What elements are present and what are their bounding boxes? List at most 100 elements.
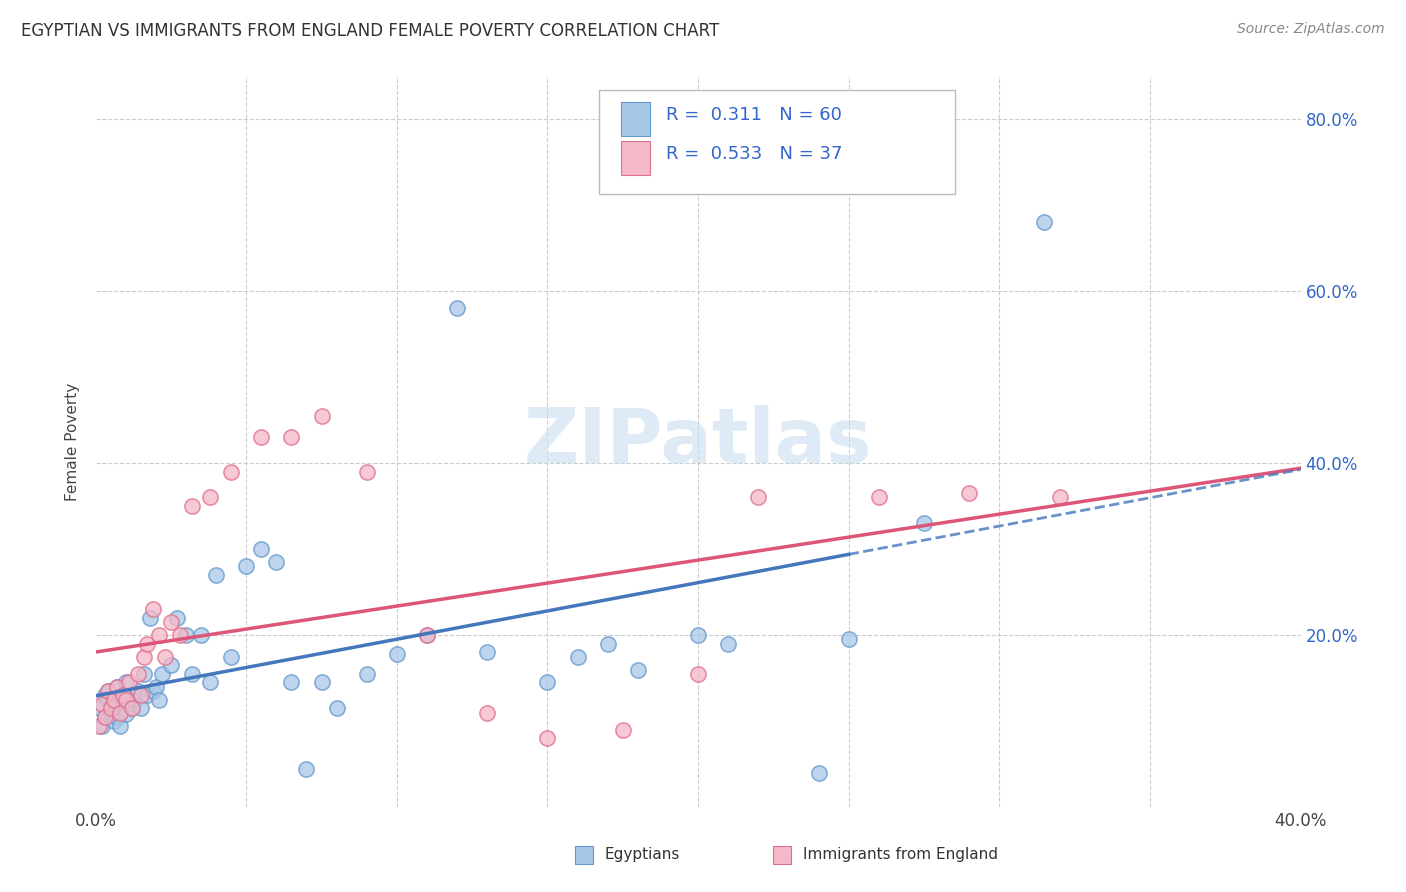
- Point: [111, 701, 134, 715]
- Point: [105, 710, 128, 724]
- Point: [150, 666, 173, 681]
- Point: [90, 697, 112, 711]
- Point: [477, 706, 499, 720]
- Point: [250, 542, 273, 557]
- Point: [114, 707, 136, 722]
- Point: [97, 692, 120, 706]
- Point: [127, 666, 149, 681]
- Point: [957, 486, 980, 500]
- Point: [166, 611, 188, 625]
- Point: [108, 692, 131, 706]
- Point: [311, 675, 333, 690]
- Point: [114, 675, 136, 690]
- Point: [148, 628, 170, 642]
- Point: [250, 430, 273, 444]
- Point: [446, 301, 468, 315]
- Point: [686, 628, 709, 642]
- Point: [190, 628, 212, 642]
- Point: [129, 701, 152, 715]
- Point: [105, 680, 128, 694]
- Point: [142, 602, 165, 616]
- Point: [121, 701, 143, 715]
- Point: [103, 692, 125, 706]
- Point: [93, 710, 115, 724]
- Text: Source: ZipAtlas.com: Source: ZipAtlas.com: [1237, 22, 1385, 37]
- Point: [87, 701, 110, 715]
- Text: ZIPatlas: ZIPatlas: [524, 405, 872, 478]
- Y-axis label: Female Poverty: Female Poverty: [65, 383, 80, 500]
- Point: [686, 666, 709, 681]
- Point: [219, 465, 242, 479]
- Point: [160, 615, 183, 630]
- Point: [235, 559, 257, 574]
- Text: EGYPTIAN VS IMMIGRANTS FROM ENGLAND FEMALE POVERTY CORRELATION CHART: EGYPTIAN VS IMMIGRANTS FROM ENGLAND FEMA…: [21, 22, 720, 40]
- Point: [205, 568, 228, 582]
- Point: [181, 499, 204, 513]
- Point: [103, 714, 125, 729]
- Point: [132, 666, 155, 681]
- Point: [536, 731, 558, 746]
- Point: [111, 689, 134, 703]
- Point: [416, 628, 439, 642]
- Point: [108, 718, 131, 732]
- Point: [132, 649, 155, 664]
- Point: [1033, 215, 1056, 229]
- Point: [536, 675, 558, 690]
- Point: [266, 555, 288, 569]
- Point: [198, 675, 221, 690]
- Point: [1049, 491, 1071, 505]
- Point: [912, 516, 935, 531]
- Point: [148, 692, 170, 706]
- Point: [295, 762, 318, 776]
- Point: [129, 689, 152, 703]
- Point: [325, 701, 347, 715]
- Point: [747, 491, 769, 505]
- Point: [174, 628, 197, 642]
- Point: [169, 628, 191, 642]
- Point: [838, 632, 860, 647]
- Point: [477, 645, 499, 659]
- Point: [97, 684, 120, 698]
- Point: [87, 718, 110, 732]
- Point: [868, 491, 890, 505]
- Point: [100, 706, 122, 720]
- Point: [114, 692, 136, 706]
- Point: [108, 706, 131, 720]
- Text: R =  0.311   N = 60: R = 0.311 N = 60: [666, 106, 842, 124]
- Point: [103, 701, 125, 715]
- Point: [142, 684, 165, 698]
- Point: [90, 718, 112, 732]
- Point: [356, 666, 378, 681]
- Point: [100, 697, 122, 711]
- Point: [124, 692, 146, 706]
- Point: [567, 649, 589, 664]
- Point: [219, 649, 242, 664]
- Point: [121, 701, 143, 715]
- Point: [100, 701, 122, 715]
- Point: [93, 710, 115, 724]
- Text: R =  0.533   N = 37: R = 0.533 N = 37: [666, 145, 844, 163]
- Point: [807, 765, 830, 780]
- Point: [105, 680, 128, 694]
- Point: [181, 666, 204, 681]
- Point: [1305, 856, 1327, 871]
- Point: [153, 649, 176, 664]
- Point: [127, 684, 149, 698]
- Point: [280, 430, 302, 444]
- Point: [280, 675, 302, 690]
- Point: [111, 689, 134, 703]
- Point: [416, 628, 439, 642]
- Point: [139, 611, 162, 625]
- Point: [198, 491, 221, 505]
- Text: Egyptians: Egyptians: [605, 847, 679, 863]
- Point: [356, 465, 378, 479]
- Point: [97, 684, 120, 698]
- Point: [135, 689, 157, 703]
- Point: [160, 658, 183, 673]
- Point: [311, 409, 333, 423]
- Point: [717, 637, 740, 651]
- Point: [627, 663, 650, 677]
- Point: [135, 637, 157, 651]
- Text: Immigrants from England: Immigrants from England: [803, 847, 998, 863]
- Point: [93, 689, 115, 703]
